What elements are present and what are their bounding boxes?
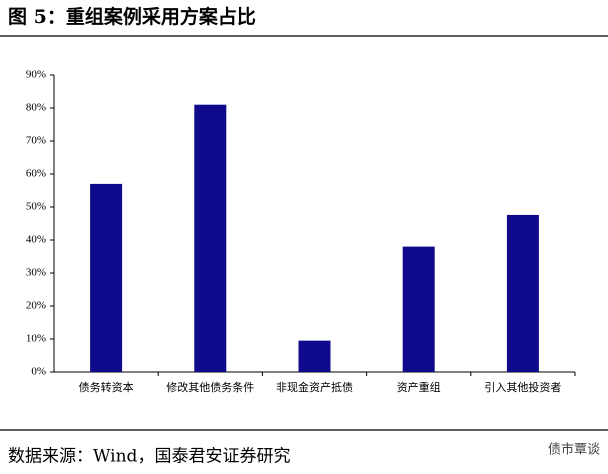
watermark: 债市覃谈 bbox=[548, 442, 600, 458]
bar bbox=[506, 214, 539, 372]
bar bbox=[90, 183, 123, 372]
x-tick-label: 修改其他债务条件 bbox=[166, 380, 254, 394]
x-tick-label: 引入其他投资者 bbox=[484, 380, 561, 394]
x-tick-label: 非现金资产抵债 bbox=[276, 380, 353, 394]
x-tick-label: 债务转资本 bbox=[79, 380, 134, 394]
bar bbox=[298, 340, 331, 372]
y-tick-label: 10% bbox=[26, 333, 46, 345]
y-tick-label: 90% bbox=[26, 69, 46, 81]
x-tick-label: 资产重组 bbox=[397, 380, 441, 394]
y-tick-label: 80% bbox=[26, 102, 46, 114]
chart-title: 图 5：重组案例采用方案占比 bbox=[8, 5, 256, 28]
bar bbox=[194, 104, 227, 372]
y-tick-label: 50% bbox=[26, 201, 46, 213]
y-tick-label: 0% bbox=[31, 366, 46, 378]
y-tick-label: 70% bbox=[26, 135, 46, 147]
source: 数据来源：Wind，国泰君安证券研究 bbox=[8, 447, 290, 467]
y-tick-label: 40% bbox=[26, 234, 46, 246]
y-tick-label: 60% bbox=[26, 168, 46, 180]
y-tick-label: 30% bbox=[26, 267, 46, 279]
y-tick-label: 20% bbox=[26, 300, 46, 312]
bar bbox=[402, 246, 435, 372]
